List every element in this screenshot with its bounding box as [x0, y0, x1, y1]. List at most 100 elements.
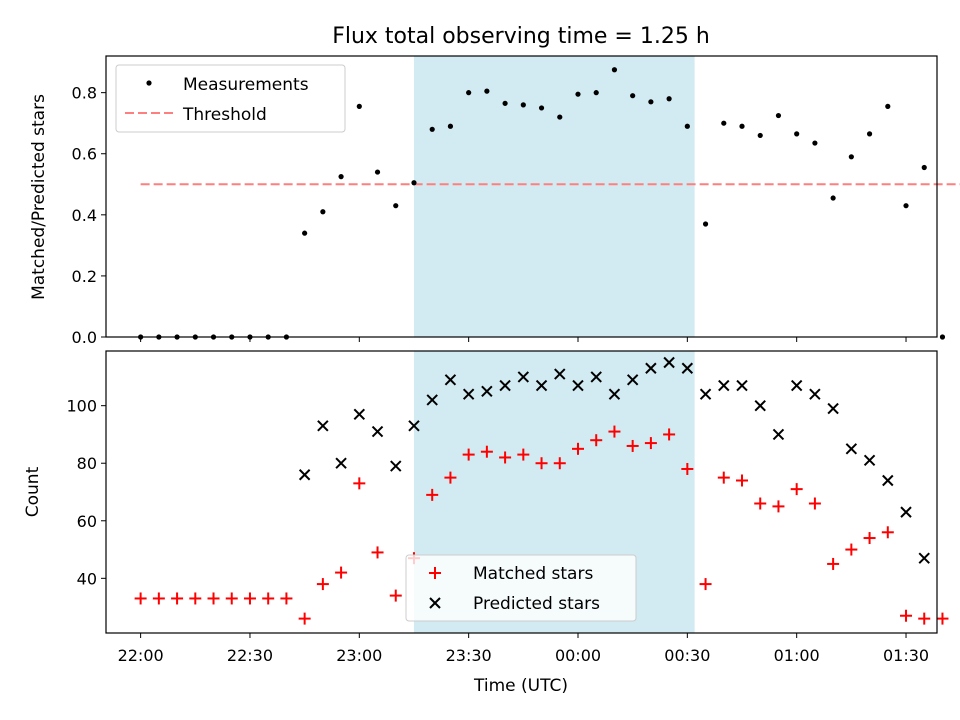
measurement-point — [794, 131, 800, 137]
matched-stars-point — [152, 592, 165, 605]
bottom-legend-box — [405, 554, 637, 622]
measurement-point — [557, 114, 563, 120]
chart-title: Flux total observing time = 1.25 h — [332, 24, 710, 49]
measurement-point — [575, 91, 581, 97]
predicted-stars-point — [681, 362, 694, 374]
matched-stars-point — [790, 483, 803, 496]
predicted-stars-point — [900, 506, 912, 518]
measurement-point — [466, 90, 472, 96]
measurement-point — [903, 203, 909, 209]
measurement-point — [830, 195, 836, 201]
x-tick-label: 23:30 — [446, 646, 492, 665]
measurement-point — [885, 103, 891, 109]
predicted-stars-point — [572, 379, 584, 392]
predicted-stars-point — [408, 420, 420, 432]
predicted-stars-point — [699, 388, 712, 400]
matched-stars-point — [644, 437, 657, 450]
matched-stars-point — [900, 609, 913, 622]
legend-measurements-marker — [146, 80, 152, 86]
measurement-point — [302, 230, 308, 236]
measurement-point — [356, 103, 362, 109]
measurement-point — [484, 88, 490, 94]
matched-stars-point — [827, 557, 840, 570]
y-tick-label: 100 — [66, 397, 97, 416]
y-tick-label: 0.0 — [72, 328, 97, 347]
top-legend-box — [115, 64, 346, 133]
measurement-point — [611, 67, 618, 73]
measurement-point — [338, 174, 344, 180]
predicted-stars-point — [298, 469, 311, 481]
matched-stars-point — [535, 457, 548, 470]
matched-stars-point — [553, 457, 566, 470]
predicted-stars-point — [754, 399, 766, 412]
matched-stars-point — [881, 526, 894, 539]
predicted-stars-point — [772, 428, 785, 441]
predicted-stars-point — [845, 443, 858, 455]
x-axis-label: Time (UTC) — [473, 676, 568, 696]
matched-stars-point — [353, 477, 366, 490]
measurement-point — [684, 123, 690, 129]
predicted-stars-point — [663, 356, 675, 369]
matched-stars-point — [426, 488, 439, 501]
y-tick-label: 40 — [77, 569, 97, 588]
matched-stars-point — [626, 439, 639, 452]
measurement-point — [775, 112, 782, 119]
predicted-stars-point — [827, 402, 839, 415]
matched-stars-point — [772, 500, 785, 513]
measurement-point — [739, 123, 745, 129]
predicted-stars-point — [499, 379, 511, 392]
matched-stars-point — [499, 451, 512, 464]
measurement-point — [411, 180, 417, 186]
measurement-point — [447, 123, 454, 129]
matched-stars-point — [808, 497, 821, 510]
matched-stars-point — [699, 578, 712, 591]
legend-predicted-marker — [429, 597, 441, 609]
predicted-stars-point — [390, 460, 402, 472]
top-plot-frame — [105, 55, 938, 338]
predicted-stars-point — [517, 371, 530, 383]
predicted-stars-point — [918, 552, 930, 564]
measurement-point — [721, 120, 727, 126]
measurement-point — [757, 132, 763, 139]
predicted-stars-point — [481, 385, 493, 397]
y-tick-label: 0.2 — [72, 267, 97, 286]
matched-stars-point — [207, 592, 220, 605]
matched-stars-point — [845, 543, 858, 556]
measurement-point — [866, 131, 873, 137]
measurement-point — [921, 164, 927, 171]
matched-stars-point — [717, 471, 730, 484]
bottom-chart: 40 60 80 100 22:00 22:30 23:00 23:30 00:00 00:30 0… — [23, 350, 949, 696]
top-y-axis-label: Matched/Predicted stars — [29, 94, 49, 300]
predicted-stars-point — [863, 454, 876, 467]
predicted-stars-point — [718, 379, 730, 392]
predicted-stars-point — [444, 374, 457, 386]
bottom-legend: Matched stars Predicted stars — [405, 554, 637, 622]
matched-stars-point — [608, 425, 621, 438]
predicted-stars-point — [554, 368, 566, 380]
measurement-point — [374, 169, 381, 175]
top-legend: Measurements Threshold — [115, 64, 346, 133]
matched-stars-point — [171, 592, 184, 605]
bottom-plot-frame — [105, 350, 938, 634]
measurement-point — [502, 100, 508, 106]
matched-stars-point — [918, 612, 931, 625]
matched-stars-point — [571, 442, 584, 455]
predicted-stars-point — [626, 374, 639, 386]
matched-stars-point — [335, 566, 348, 579]
matched-stars-point — [316, 578, 329, 591]
x-tick-label: 00:30 — [664, 646, 710, 665]
predicted-stars-point — [353, 408, 366, 421]
x-tick-label: 23:00 — [336, 646, 382, 665]
matched-stars-point — [590, 434, 603, 447]
predicted-stars-point — [608, 388, 621, 400]
matched-stars-point — [389, 589, 402, 602]
matched-stars-point — [736, 474, 749, 487]
predicted-stars-point — [809, 388, 821, 400]
measurement-point — [648, 99, 654, 105]
predicted-stars-point — [371, 425, 384, 438]
measurement-point — [429, 126, 435, 132]
matched-stars-point — [134, 592, 147, 605]
predicted-stars-point — [790, 379, 803, 392]
measurement-point — [520, 102, 526, 108]
matched-stars-point — [444, 471, 457, 484]
